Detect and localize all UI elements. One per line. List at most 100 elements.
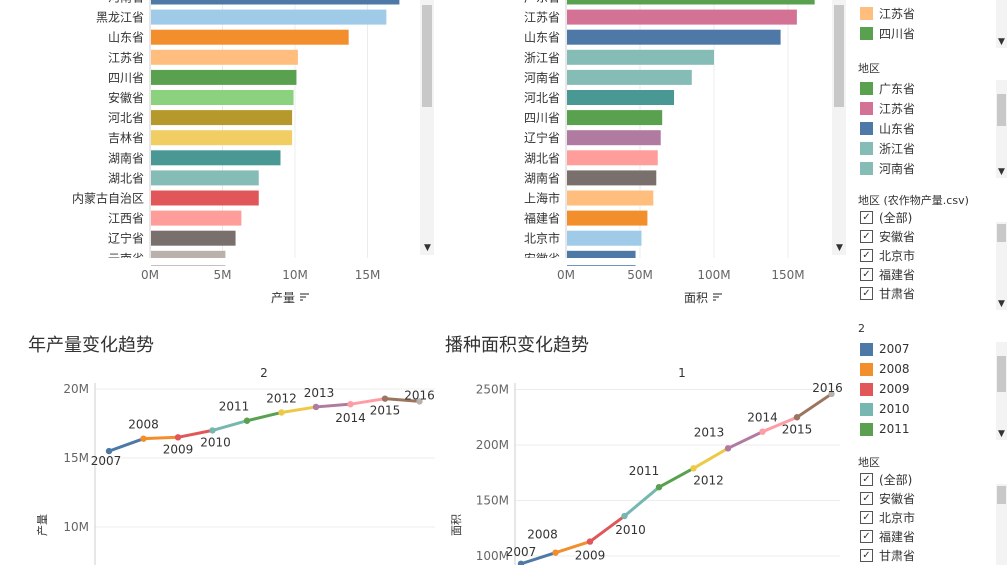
legend-item[interactable]: 河南省 bbox=[860, 159, 915, 177]
category-label: 安徽省 bbox=[108, 90, 144, 105]
point-label: 2016 bbox=[812, 381, 843, 395]
bar bbox=[151, 90, 294, 105]
checkbox-checked-icon[interactable]: ✓ bbox=[860, 511, 873, 524]
point-label: 2008 bbox=[128, 418, 159, 432]
filter2-title: 地区 bbox=[858, 454, 880, 470]
bar bbox=[567, 150, 658, 165]
filter-option[interactable]: ✓ 福建省 bbox=[860, 265, 915, 283]
bar2-scroll-thumb[interactable] bbox=[834, 5, 844, 107]
bar-area-clip bbox=[0, 258, 440, 265]
filter2-scrollbar[interactable] bbox=[996, 484, 1007, 565]
point-label: 2012 bbox=[266, 391, 297, 405]
filter1-scrollbar[interactable] bbox=[996, 222, 1007, 310]
filter-option[interactable]: ✓ 北京市 bbox=[860, 508, 915, 526]
data-point bbox=[382, 395, 388, 401]
filter-option[interactable]: ✓ 北京市 bbox=[860, 246, 915, 264]
bar1-scrollbar[interactable] bbox=[420, 0, 434, 255]
checkbox-checked-icon[interactable]: ✓ bbox=[860, 230, 873, 243]
data-point bbox=[175, 434, 181, 440]
legend2-scroll-down-icon[interactable]: ▼ bbox=[998, 168, 1005, 177]
data-point bbox=[209, 427, 215, 433]
legend3-scroll-down-icon[interactable]: ▼ bbox=[998, 430, 1005, 439]
x-tick-label: 0M bbox=[557, 268, 575, 282]
legend-swatch bbox=[860, 82, 873, 95]
category-label: 福建省 bbox=[524, 211, 560, 226]
legend-item[interactable]: 江苏省 bbox=[860, 4, 915, 22]
point-label: 2011 bbox=[629, 464, 660, 478]
bar2-scroll-down-icon[interactable]: ▼ bbox=[836, 244, 843, 253]
bar bbox=[567, 170, 656, 185]
filter-option[interactable]: ✓ (全部) bbox=[860, 208, 912, 226]
filter-option-label: 安徽省 bbox=[879, 490, 915, 507]
category-label: 河南省 bbox=[108, 0, 144, 5]
data-point bbox=[140, 435, 146, 441]
filter-option-label: (全部) bbox=[879, 471, 912, 488]
legend-item[interactable]: 浙江省 bbox=[860, 139, 915, 157]
series-line-segment bbox=[659, 468, 694, 487]
legend-item[interactable]: 广东省 bbox=[860, 79, 915, 97]
legend2-scrollbar[interactable] bbox=[996, 80, 1007, 178]
legend-item[interactable]: 2010 bbox=[860, 400, 910, 418]
legend-item[interactable]: 山东省 bbox=[860, 119, 915, 137]
filter-option[interactable]: ✓ 安徽省 bbox=[860, 489, 915, 507]
bar1-scroll-thumb[interactable] bbox=[422, 5, 432, 107]
checkbox-checked-icon[interactable]: ✓ bbox=[860, 211, 873, 224]
legend-item[interactable]: 2011 bbox=[860, 420, 910, 438]
filter-option-label: 福建省 bbox=[879, 528, 915, 545]
legend-item[interactable]: 2008 bbox=[860, 360, 910, 378]
data-point bbox=[656, 484, 662, 490]
filter2-scroll-thumb[interactable] bbox=[997, 486, 1006, 504]
legend-swatch bbox=[860, 403, 873, 416]
legend-swatch bbox=[860, 27, 873, 40]
bar bbox=[567, 50, 714, 65]
filter-option[interactable]: ✓ 甘肃省 bbox=[860, 546, 915, 564]
filter1-scroll-thumb[interactable] bbox=[997, 224, 1006, 242]
legend2-scroll-thumb[interactable] bbox=[997, 94, 1006, 126]
filter-option[interactable]: ✓ 安徽省 bbox=[860, 227, 915, 245]
y-tick-label: 250M bbox=[476, 383, 509, 397]
bar bbox=[567, 90, 674, 105]
x-tick-label: 15M bbox=[355, 268, 381, 282]
legend3-scrollbar[interactable] bbox=[996, 342, 1007, 440]
checkbox-checked-icon[interactable]: ✓ bbox=[860, 268, 873, 281]
legend-item[interactable]: 江苏省 bbox=[860, 99, 915, 117]
x-tick-label: 150M bbox=[771, 268, 804, 282]
point-label: 2010 bbox=[200, 435, 231, 449]
point-label: 2009 bbox=[575, 549, 606, 563]
checkbox-checked-icon[interactable]: ✓ bbox=[860, 549, 873, 562]
legend3-scroll-thumb[interactable] bbox=[997, 356, 1006, 392]
legend-item[interactable]: 2007 bbox=[860, 340, 910, 358]
filter-option[interactable]: ✓ 福建省 bbox=[860, 527, 915, 545]
legend-item[interactable]: 2009 bbox=[860, 380, 910, 398]
legend-label: 江苏省 bbox=[879, 5, 915, 22]
bar bbox=[567, 231, 641, 246]
checkbox-checked-icon[interactable]: ✓ bbox=[860, 287, 873, 300]
point-label: 2007 bbox=[506, 545, 537, 559]
legend-label: 2008 bbox=[879, 362, 910, 376]
filter-option-label: 甘肃省 bbox=[879, 285, 915, 302]
checkbox-checked-icon[interactable]: ✓ bbox=[860, 473, 873, 486]
point-label: 2009 bbox=[163, 442, 194, 456]
bar1-scroll-down-icon[interactable]: ▼ bbox=[424, 244, 431, 253]
legend-label: 河南省 bbox=[879, 160, 915, 177]
bar bbox=[151, 130, 292, 145]
bar bbox=[567, 110, 662, 125]
data-point bbox=[759, 428, 765, 434]
legend-swatch bbox=[860, 162, 873, 175]
category-label: 江西省 bbox=[108, 212, 144, 226]
category-label: 黑龙江省 bbox=[96, 11, 144, 25]
legend1-scroll-down-icon[interactable]: ▼ bbox=[998, 38, 1005, 47]
filter1-scroll-down-icon[interactable]: ▼ bbox=[998, 300, 1005, 309]
data-point bbox=[725, 445, 731, 451]
checkbox-checked-icon[interactable]: ✓ bbox=[860, 249, 873, 262]
production-bar-chart: 0M 5M 10M 15M 河南省黑龙江省山东省江苏省四川省安徽省河北省吉林省湖南省湖北… bbox=[0, 0, 440, 320]
filter-option[interactable]: ✓ 甘肃省 bbox=[860, 284, 915, 302]
legend-item[interactable]: 四川省 bbox=[860, 24, 915, 42]
data-point bbox=[552, 549, 558, 555]
filter-option-label: (全部) bbox=[879, 209, 912, 226]
filter-option[interactable]: ✓ (全部) bbox=[860, 470, 912, 488]
checkbox-checked-icon[interactable]: ✓ bbox=[860, 492, 873, 505]
legend-label: 江苏省 bbox=[879, 100, 915, 117]
bar2-scrollbar[interactable] bbox=[832, 0, 846, 255]
checkbox-checked-icon[interactable]: ✓ bbox=[860, 530, 873, 543]
